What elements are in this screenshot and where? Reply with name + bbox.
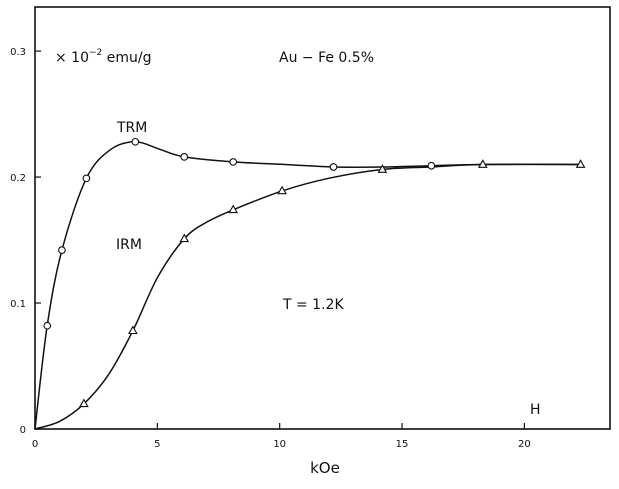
- trm-point: [329, 163, 338, 171]
- trm-point: [427, 161, 436, 170]
- curves-layer: [34, 141, 581, 430]
- x-tick-label: 10: [273, 439, 286, 450]
- trm-point: [43, 321, 52, 330]
- irm-curve: [34, 163, 581, 430]
- y-tick-label: 0.2: [10, 173, 26, 184]
- units-prefix: × 10: [55, 50, 89, 66]
- markers-layer: [43, 137, 586, 408]
- units-suffix: emu/g: [102, 50, 151, 66]
- x-tick-label: 0: [32, 439, 38, 450]
- ticks-layer: 0 5 10 15 20 0 0.1 0.2 0.3: [10, 47, 531, 450]
- trm-point: [229, 158, 238, 166]
- x-tick-label: 20: [518, 439, 531, 450]
- trm-point: [180, 153, 189, 161]
- x-tick-label: 5: [154, 439, 160, 450]
- irm-point: [377, 164, 388, 173]
- y-tick-label: 0.3: [10, 47, 26, 58]
- irm-point: [128, 325, 138, 335]
- plot-frame: [34, 6, 611, 430]
- field-annotation: H: [530, 402, 541, 418]
- units-exponent: −2: [89, 48, 102, 58]
- irm-point: [179, 233, 190, 243]
- series-label-trm: TRM: [116, 120, 147, 136]
- x-tick-label: 15: [396, 439, 409, 450]
- irm-point: [228, 204, 239, 214]
- x-axis-title: kOe: [310, 459, 340, 477]
- trm-point: [58, 246, 66, 254]
- y-tick-label: 0.1: [10, 299, 26, 310]
- irm-point: [477, 159, 488, 168]
- series-label-irm: IRM: [116, 237, 142, 253]
- units-annotation: × 10−2 emu/g: [55, 48, 151, 66]
- trm-point: [82, 174, 91, 183]
- temperature-annotation: T = 1.2K: [282, 297, 344, 313]
- irm-point: [575, 159, 586, 168]
- trm-point: [131, 137, 140, 146]
- y-tick-label: 0: [20, 425, 26, 436]
- irm-point: [277, 185, 287, 195]
- sample-annotation: Au − Fe 0.5%: [279, 50, 374, 66]
- trm-curve: [34, 141, 581, 430]
- irm-point: [79, 398, 89, 408]
